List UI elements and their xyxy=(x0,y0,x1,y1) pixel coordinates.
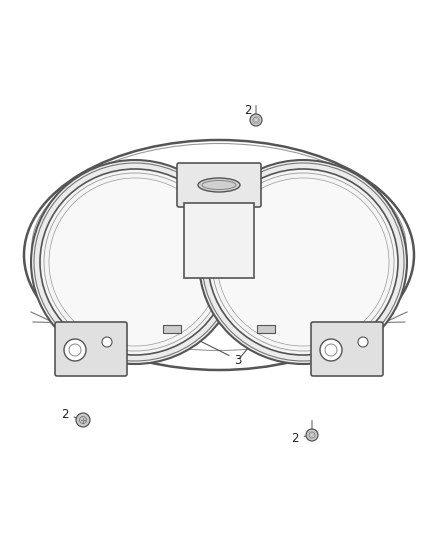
Bar xyxy=(184,203,254,278)
Ellipse shape xyxy=(49,178,221,346)
Circle shape xyxy=(76,413,90,427)
Text: 2: 2 xyxy=(61,408,80,421)
Ellipse shape xyxy=(217,178,389,346)
Bar xyxy=(163,325,181,333)
Text: 2: 2 xyxy=(291,432,309,445)
Text: 3: 3 xyxy=(174,328,242,367)
Ellipse shape xyxy=(40,169,230,355)
Ellipse shape xyxy=(198,178,240,192)
FancyBboxPatch shape xyxy=(177,163,261,207)
FancyBboxPatch shape xyxy=(311,322,383,376)
Circle shape xyxy=(102,337,112,347)
Text: 1: 1 xyxy=(111,161,176,216)
Ellipse shape xyxy=(208,169,398,355)
FancyBboxPatch shape xyxy=(55,322,127,376)
Bar xyxy=(257,325,275,333)
Circle shape xyxy=(306,429,318,441)
Ellipse shape xyxy=(31,160,239,364)
Text: 2: 2 xyxy=(244,103,254,123)
Circle shape xyxy=(320,339,342,361)
Circle shape xyxy=(358,337,368,347)
Ellipse shape xyxy=(199,160,407,364)
Circle shape xyxy=(64,339,86,361)
Circle shape xyxy=(250,114,262,126)
